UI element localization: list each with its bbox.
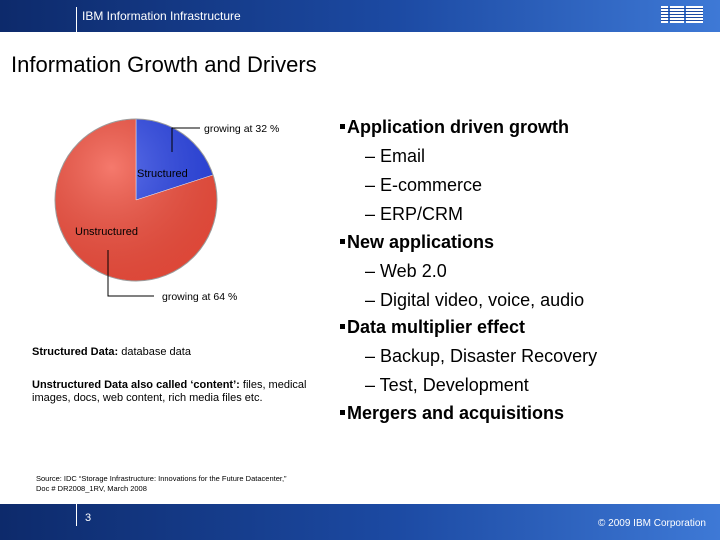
unstructured-data-term: Unstructured Data also called ‘content’: bbox=[32, 379, 240, 391]
sub-bullet: – Backup, Disaster Recovery bbox=[365, 346, 598, 366]
bullet-mergers-acquisitions: Mergers and acquisitions bbox=[340, 403, 564, 424]
unstructured-growth-leader-line bbox=[107, 250, 154, 297]
structured-data-note: Structured Data: database data bbox=[32, 346, 191, 359]
bullet-label: Mergers and acquisitions bbox=[347, 403, 565, 423]
unstructured-data-definition: files, medical images, docs, web content… bbox=[32, 379, 307, 404]
bullet-square-icon bbox=[340, 124, 345, 129]
header-title: IBM Information Infrastructure bbox=[82, 9, 241, 23]
sub-bullet: – Web 2.0 bbox=[365, 261, 447, 281]
bullet-square-icon bbox=[340, 410, 345, 415]
bullet-label: Data multiplier effect bbox=[347, 317, 526, 337]
structured-growth-leader-line bbox=[171, 127, 200, 152]
bullet-label: New applications bbox=[347, 232, 495, 252]
sub-bullet: – Test, Development bbox=[365, 375, 529, 395]
header-bar: IBM Information Infrastructure bbox=[0, 0, 720, 32]
pie-label-structured: Structured bbox=[137, 168, 188, 180]
sub-bullet: – ERP/CRM bbox=[365, 204, 464, 224]
bullet-data-multiplier: Data multiplier effect bbox=[340, 317, 525, 338]
pie-shading bbox=[55, 119, 217, 281]
bullet-application-growth: Application driven growth bbox=[340, 117, 569, 138]
unstructured-data-note: Unstructured Data also called ‘content’:… bbox=[32, 379, 322, 405]
structured-growth-label: growing at 32 % bbox=[204, 123, 279, 135]
footer-divider bbox=[76, 504, 77, 526]
unstructured-growth-label: growing at 64 % bbox=[162, 291, 237, 303]
sub-bullet: – Digital video, voice, audio bbox=[365, 290, 585, 310]
data-growth-pie-chart: growing at 32 % growing at 64 % Structur… bbox=[54, 118, 279, 303]
page-number: 3 bbox=[85, 512, 92, 524]
bullet-label: Application driven growth bbox=[347, 117, 570, 137]
bullet-square-icon bbox=[340, 324, 345, 329]
pie-label-unstructured: Unstructured bbox=[75, 226, 138, 238]
bullet-new-applications: New applications bbox=[340, 232, 494, 253]
footer-bar: 3 © 2009 IBM Corporation bbox=[0, 504, 720, 540]
structured-data-term: Structured Data: bbox=[32, 346, 119, 358]
source-citation: Source: IDC “Storage Infrastructure: Inn… bbox=[36, 474, 287, 493]
pie-outline bbox=[54, 118, 218, 282]
bullet-square-icon bbox=[340, 239, 345, 244]
sub-bullet: – E-commerce bbox=[365, 175, 483, 195]
structured-data-definition: database data bbox=[118, 346, 191, 358]
header-divider bbox=[76, 7, 77, 32]
ibm-logo-icon bbox=[661, 6, 703, 23]
copyright: © 2009 IBM Corporation bbox=[598, 518, 706, 529]
sub-bullet: – Email bbox=[365, 146, 426, 166]
page-title: Information Growth and Drivers bbox=[11, 52, 317, 77]
